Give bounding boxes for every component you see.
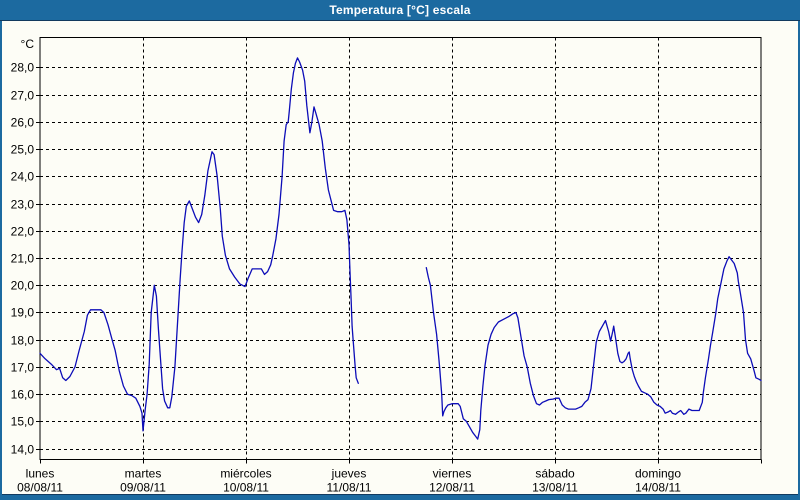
y-tick-label: 21,0 xyxy=(11,252,35,266)
x-date-label: 09/08/11 xyxy=(120,481,166,495)
x-date-label: 14/08/11 xyxy=(635,481,681,495)
window-title-bar: Temperatura [°C] escala xyxy=(0,0,800,21)
y-tick-label: 15,0 xyxy=(11,415,35,429)
window-title: Temperatura [°C] escala xyxy=(329,3,471,17)
x-weekday-label: sábado xyxy=(535,467,575,481)
y-tick-label: 20,0 xyxy=(11,279,35,293)
plot-border xyxy=(39,37,762,460)
y-tick-label: 17,0 xyxy=(11,361,35,375)
y-tick-label: 23,0 xyxy=(11,198,35,212)
y-tick-label: 25,0 xyxy=(11,143,35,157)
y-axis-unit-label: °C xyxy=(21,37,35,51)
x-weekday-label: lunes xyxy=(26,467,55,481)
x-date-label: 12/08/11 xyxy=(429,481,475,495)
temperature-line xyxy=(425,256,762,440)
temperature-line xyxy=(39,57,359,432)
y-tick-label: 22,0 xyxy=(11,225,35,239)
x-weekday-label: jueves xyxy=(331,467,367,481)
x-date-label: 13/08/11 xyxy=(532,481,578,495)
y-tick-label: 18,0 xyxy=(11,334,35,348)
x-weekday-label: domingo xyxy=(635,467,681,481)
x-date-label: 10/08/11 xyxy=(223,481,269,495)
x-weekday-label: miércoles xyxy=(220,467,271,481)
x-date-label: 08/08/11 xyxy=(17,481,63,495)
y-tick-label: 26,0 xyxy=(11,116,35,130)
x-weekday-label: martes xyxy=(125,467,162,481)
x-date-label: 11/08/11 xyxy=(327,481,372,495)
y-tick-label: 24,0 xyxy=(11,170,35,184)
x-weekday-label: viernes xyxy=(433,467,472,481)
y-tick-label: 27,0 xyxy=(11,89,35,103)
y-tick-label: 28,0 xyxy=(11,61,35,75)
y-tick-label: 19,0 xyxy=(11,306,35,320)
y-tick-label: 16,0 xyxy=(11,388,35,402)
y-tick-label: 14,0 xyxy=(11,443,35,457)
